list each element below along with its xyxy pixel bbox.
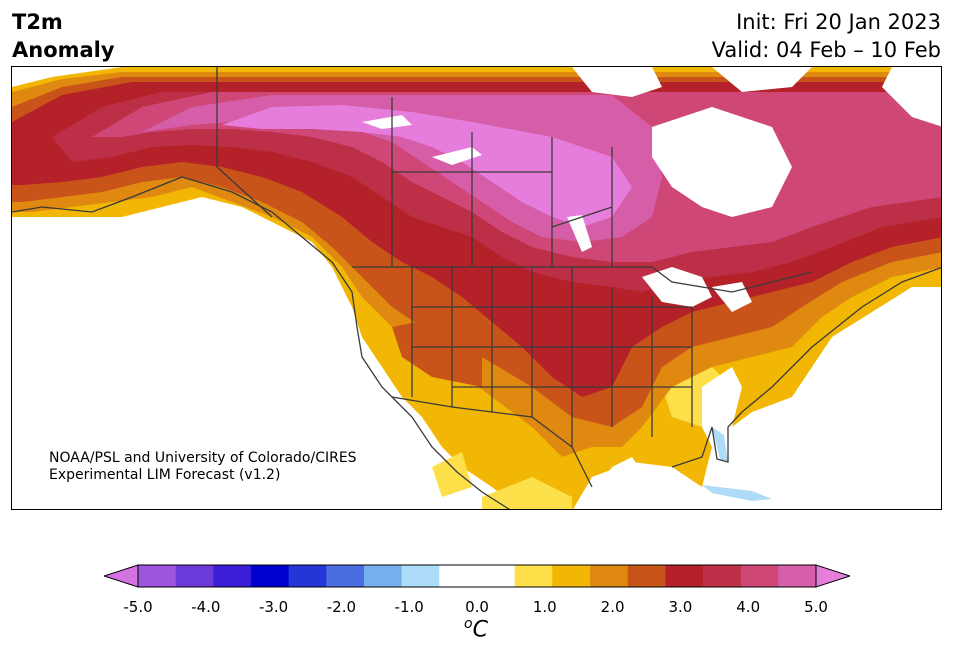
water-bodies	[362, 67, 941, 509]
arctic-water	[572, 67, 941, 127]
colorbar-segment	[514, 565, 553, 587]
great-slave-lake	[362, 115, 412, 129]
colorbar-segment	[552, 565, 591, 587]
unit-degree: o	[464, 616, 473, 632]
colorbar-segment	[288, 565, 327, 587]
colorbar-segment	[401, 565, 440, 587]
colorbar-outline	[137, 564, 817, 588]
colorbar-tick-label: -1.0	[394, 598, 424, 616]
colorbar-tick-label: 5.0	[804, 598, 828, 616]
map-title: T2m Anomaly	[12, 8, 115, 64]
cuba-light-blue	[702, 485, 772, 501]
colorbar	[104, 564, 850, 588]
colorbar-segment	[364, 565, 403, 587]
colorbar-tick-label: 2.0	[600, 598, 625, 616]
lake-athabasca	[432, 147, 482, 165]
florida-light-blue	[712, 427, 728, 462]
colorbar-segments	[138, 565, 817, 587]
forecast-dates: Init: Fri 20 Jan 2023 Valid: 04 Feb – 10…	[712, 8, 941, 64]
colorbar-segment	[665, 565, 704, 587]
map-svg	[12, 67, 941, 509]
alaska-border	[216, 67, 273, 218]
colorbar-segment	[251, 565, 290, 587]
colorbar-segment	[703, 565, 742, 587]
colorbar-tick-label: 4.0	[736, 598, 761, 616]
magenta-core	[222, 105, 632, 227]
canada-us-border	[352, 266, 813, 293]
colorbar-tick-label: -3.0	[258, 598, 289, 616]
anomaly-label: Anomaly	[12, 38, 115, 62]
colorbar-tick-label: 1.0	[532, 598, 557, 616]
boundaries	[12, 67, 941, 509]
gulf-of-mexico	[573, 462, 730, 509]
colorbar-tick-label: -2.0	[326, 598, 357, 616]
province-lines	[391, 97, 613, 267]
colorbar-segment	[627, 565, 666, 587]
colorbar-tick-label: -5.0	[123, 598, 153, 616]
colorbar-right-arrow	[815, 564, 850, 588]
credit-line-2: Experimental LIM Forecast (v1.2)	[49, 467, 281, 483]
colorbar-left-arrow	[104, 564, 139, 588]
light-yellow-patches	[432, 367, 732, 509]
great-lakes	[642, 267, 752, 312]
colorbar-segment	[175, 565, 214, 587]
colorbar-segment	[590, 565, 629, 587]
colorbar-segment	[213, 565, 252, 587]
pacific-coastline	[12, 176, 511, 509]
colorbar-segment	[138, 565, 177, 587]
lake-winnipeg	[567, 215, 592, 252]
colorbar-tick-label: 3.0	[668, 598, 693, 616]
hudson-bay	[652, 107, 792, 217]
colorbar-unit: oC	[464, 616, 488, 642]
atlantic-coastline	[671, 267, 941, 468]
anomaly-map	[11, 66, 942, 510]
colorbar-segment	[740, 565, 779, 587]
init-date: Init: Fri 20 Jan 2023	[736, 10, 941, 34]
unit-letter: C	[472, 617, 488, 643]
colorbar-tick-label: -4.0	[191, 598, 221, 616]
variable-label: T2m	[12, 10, 63, 34]
colorbar-segment	[778, 565, 817, 587]
colorbar-tick-label: 0.0	[465, 598, 489, 616]
state-lines	[411, 267, 693, 447]
colorbar-segment	[439, 565, 478, 587]
colorbar-segment	[326, 565, 365, 587]
valid-range: Valid: 04 Feb – 10 Feb	[711, 38, 941, 62]
credit-line-1: NOAA/PSL and University of Colorado/CIRE…	[49, 450, 357, 466]
colorbar-segment	[477, 565, 516, 587]
credit-text: NOAA/PSL and University of Colorado/CIRE…	[49, 450, 357, 484]
us-mexico-border	[391, 396, 593, 488]
